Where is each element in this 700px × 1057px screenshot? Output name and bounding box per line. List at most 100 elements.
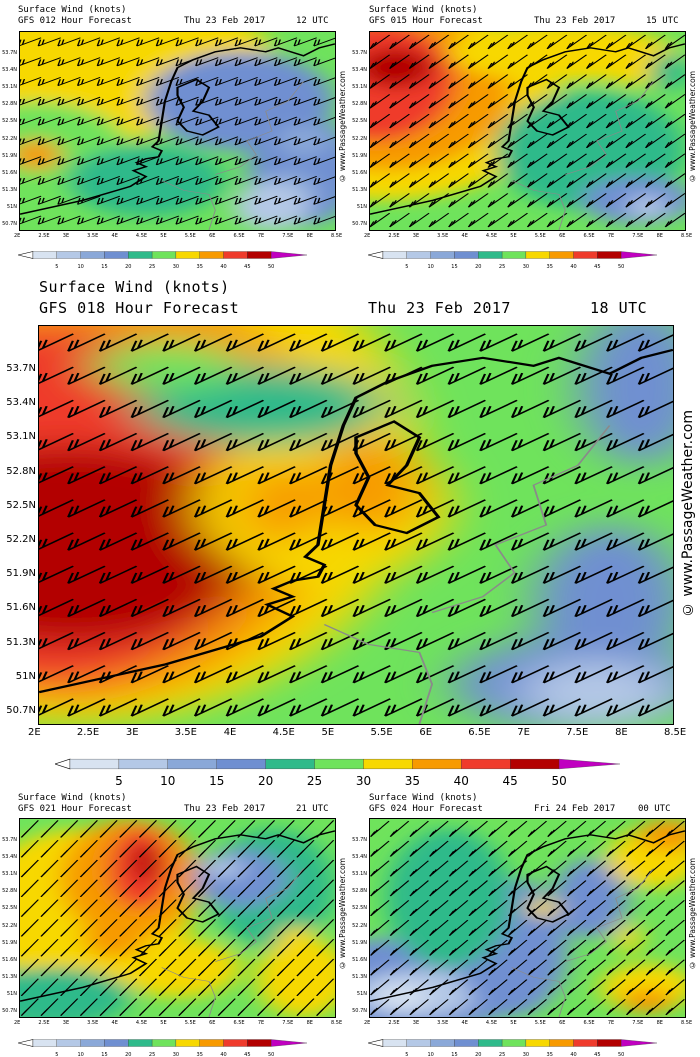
lon-tick-label: 4E	[111, 1020, 118, 1026]
legend-swatch	[501, 1039, 527, 1047]
coastline	[20, 43, 335, 215]
lon-tick-label: 2E	[28, 727, 41, 738]
lat-tick-label: 51.9N	[352, 939, 367, 946]
passageweather-watermark: © www.PassageWeather.com	[338, 858, 347, 970]
legend-label: 45	[594, 1052, 600, 1057]
lon-tick-label: 5.5E	[184, 1020, 196, 1026]
lat-tick-label: 52.2N	[6, 534, 36, 545]
lon-tick-label: 3.5E	[87, 233, 99, 239]
country-border	[161, 868, 304, 1017]
lon-tick-label: 4.5E	[135, 1020, 148, 1026]
lon-tick-label: 4E	[461, 1020, 468, 1026]
lat-tick-label: 53.7N	[2, 837, 17, 843]
lon-tick-label: 7E	[257, 233, 265, 239]
lon-tick-label: 8E	[306, 233, 313, 239]
lon-tick-label: 7.5E	[566, 727, 589, 738]
wind-barbs	[20, 37, 335, 225]
lon-tick-label: 8E	[306, 1020, 313, 1026]
lon-tick-label: 2E	[364, 233, 371, 239]
legend-label: 35	[197, 1052, 203, 1057]
lon-tick-label: 3E	[125, 727, 139, 738]
lon-tick-label: 5E	[160, 233, 167, 239]
lat-tick-label: 51.9N	[6, 568, 36, 580]
model-run: GFS 012 Hour Forecast	[18, 16, 132, 26]
lon-tick-label: 6.5E	[233, 1020, 245, 1026]
lat-tick-label: 50.7N	[6, 705, 36, 716]
wind-speed-area	[385, 828, 512, 968]
legend-label: 35	[405, 774, 420, 787]
lon-tick-label: 8E	[656, 233, 663, 239]
map-title: Surface Wind (knots)	[18, 793, 127, 803]
ijsselmeer-outline	[176, 78, 220, 136]
lat-tick-label: 51.3N	[2, 973, 17, 980]
legend-label: 50	[268, 264, 274, 269]
legend-label: 30	[173, 1052, 179, 1057]
lat-tick-label: 50.7N	[352, 1008, 367, 1014]
legend-label: 30	[523, 1052, 529, 1057]
legend-swatch	[314, 758, 364, 770]
lat-tick-label: 51.3N	[2, 186, 17, 193]
lat-tick-label: 51.3N	[6, 636, 36, 648]
legend-label: 10	[77, 264, 83, 269]
wind-barbs	[370, 34, 685, 228]
wind-map-024	[369, 818, 686, 1018]
legend-label: 10	[160, 774, 175, 787]
lat-tick-label: 52.5N	[352, 905, 367, 912]
forecast-date: Thu 23 Feb 2017	[184, 16, 266, 26]
lat-tick-label: 50.7N	[2, 221, 17, 227]
lon-tick-label: 5.5E	[184, 233, 196, 239]
lat-tick-label: 53.1N	[352, 871, 367, 878]
legend-label: 50	[268, 1052, 274, 1057]
legend-high-arrow	[558, 758, 621, 770]
legend-swatch	[128, 251, 153, 259]
legend-swatch	[104, 251, 129, 259]
lon-tick-label: 2E	[14, 233, 21, 239]
wind-speed-legend: 5 10 15 20 25 30 35 40 45 50	[18, 1039, 308, 1057]
legend-label: 20	[475, 1052, 481, 1057]
lon-tick-label: 3E	[412, 233, 420, 239]
legend-label: 15	[101, 264, 107, 269]
legend-swatch	[573, 251, 598, 259]
legend-swatch	[56, 251, 81, 259]
lon-tick-label: 8.5E	[664, 727, 687, 738]
legend-label: 40	[570, 1052, 576, 1057]
legend-swatch	[265, 758, 315, 770]
legend-swatch	[247, 1039, 272, 1047]
country-border	[511, 868, 654, 1017]
lat-tick-label: 51.6N	[2, 169, 17, 176]
lon-tick-label: 8.5E	[681, 1020, 693, 1026]
model-run: GFS 018 Hour Forecast	[39, 299, 240, 317]
legend-label: 5	[405, 264, 408, 269]
wind-speed-area	[83, 918, 146, 958]
legend-swatch	[69, 758, 120, 770]
legend-label: 35	[547, 1052, 553, 1057]
lat-tick-label: 53.7N	[352, 50, 367, 56]
lon-tick-label: 8.5E	[331, 233, 343, 239]
lat-tick-label: 51.6N	[352, 169, 367, 176]
legend-swatch	[573, 1039, 598, 1047]
legend-swatch	[128, 1039, 153, 1047]
wind-barbs	[20, 820, 335, 1016]
lat-tick-label: 51.9N	[352, 152, 367, 159]
map-title: Surface Wind (knots)	[369, 5, 478, 15]
map-title: Surface Wind (knots)	[18, 5, 127, 15]
legend-label: 10	[77, 1052, 83, 1057]
legend-swatch	[80, 251, 105, 259]
lon-tick-label: 7E	[257, 1020, 265, 1026]
wind-map-018	[38, 325, 674, 725]
lat-tick-label: 52.8N	[2, 101, 17, 108]
legend-swatch	[461, 758, 511, 770]
legend-label: 5	[55, 264, 58, 269]
wind-speed-area	[133, 842, 159, 883]
lat-tick-label: 53.4N	[2, 67, 17, 74]
wind-speed-area	[256, 937, 335, 1017]
legend-swatch	[80, 1039, 105, 1047]
lon-tick-label: 7E	[607, 233, 615, 239]
legend-low-arrow	[368, 251, 384, 259]
wind-map-015	[369, 31, 686, 231]
wind-speed-area	[552, 858, 629, 938]
legend-label: 25	[499, 1052, 505, 1057]
lat-tick-label: 52.5N	[2, 118, 17, 125]
wind-speed-legend: 5 10 15 20 25 30 35 40 45 50	[55, 758, 621, 787]
lon-tick-label: 8E	[656, 1020, 663, 1026]
